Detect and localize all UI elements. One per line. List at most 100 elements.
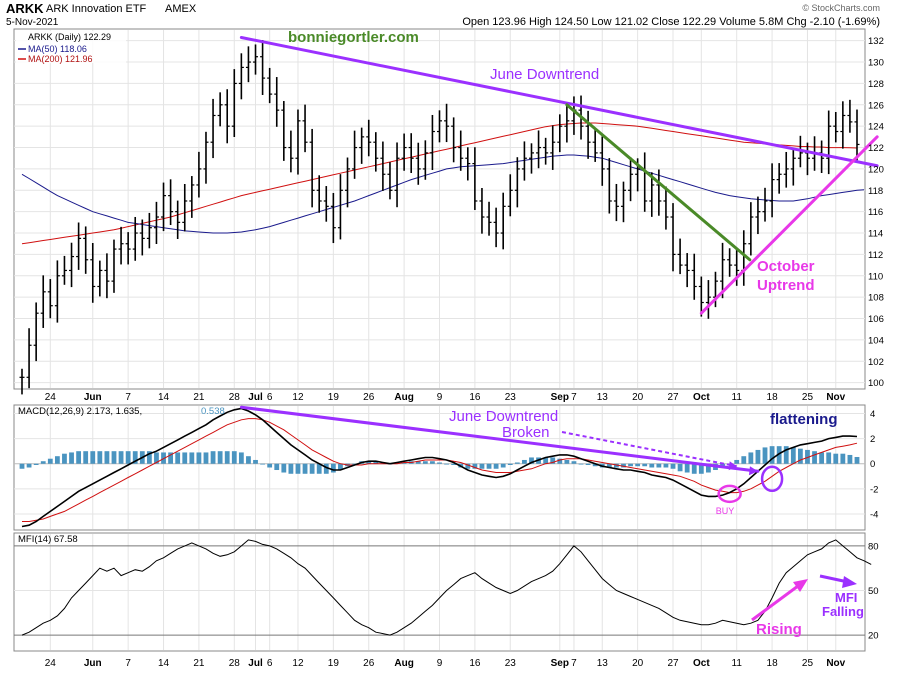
crossover-circle <box>760 465 784 493</box>
october-uptrend-line <box>699 135 879 315</box>
price-bar <box>54 260 60 323</box>
price-bar <box>493 207 499 248</box>
annotation-flattening: flattening <box>770 411 838 428</box>
x-tick-label-mfi: 28 <box>229 658 241 669</box>
price-bar <box>111 239 117 293</box>
x-tick-label-mfi: Jul <box>248 658 263 669</box>
annotation-buy: BUY <box>716 506 735 516</box>
rising-arrowhead <box>793 579 808 592</box>
price-bar <box>642 152 648 212</box>
macd-hist-bar <box>606 463 612 468</box>
macd-hist-bar <box>833 453 839 464</box>
price-bar <box>139 219 145 256</box>
y-tick-label-price: 104 <box>868 335 884 346</box>
y-tick-label-mfi: 80 <box>868 541 879 552</box>
price-bar <box>550 125 556 170</box>
x-tick-label-mfi: 24 <box>45 658 57 669</box>
june-downtrend-line <box>239 35 879 168</box>
macd-hist-bar <box>465 463 471 469</box>
x-tick-label-price: 21 <box>193 392 205 403</box>
macd-legend: MACD(12,26,9) 2.173, 1.635, 0.538 <box>18 406 225 417</box>
macd-hist-bar <box>677 463 683 472</box>
x-tick-label-mfi: 27 <box>667 658 679 669</box>
macd-hist-bar <box>819 452 825 464</box>
y-tick-label-mfi: 20 <box>868 631 879 642</box>
macd-hist-bar <box>734 459 740 464</box>
price-bar <box>90 242 96 303</box>
price-legend: ARKK (Daily) 122.29 MA(50) 118.06 MA(200… <box>16 31 126 64</box>
price-bar <box>175 200 181 240</box>
price-bar <box>620 181 626 223</box>
macd-hist-bar <box>691 463 697 474</box>
macd-hist-bar <box>161 452 166 464</box>
y-tick-label-price: 100 <box>868 378 884 389</box>
price-bar <box>352 130 358 179</box>
x-tick-label-price: 9 <box>437 392 443 403</box>
annotation-october: October <box>757 258 815 275</box>
macd-hist-bar <box>698 463 704 474</box>
grid-layer <box>14 30 865 650</box>
macd-hist-bar <box>217 451 223 464</box>
macd-hist-bar <box>295 463 301 474</box>
y-tick-label-price: 118 <box>868 186 883 197</box>
macd-signal-line <box>22 418 858 522</box>
price-bar <box>323 186 329 222</box>
annotation-website: bonniegortler.com <box>288 29 419 46</box>
y-tick-label-price: 110 <box>868 271 883 282</box>
macd-hist-bar <box>790 447 796 464</box>
price-bar <box>245 46 251 83</box>
macd-hist-bar <box>260 463 265 465</box>
price-bar <box>444 103 450 143</box>
macd-hist-bar <box>125 451 131 464</box>
macd-hist-bar <box>231 451 237 464</box>
price-bar <box>840 101 846 149</box>
macd-hist-bar <box>557 458 563 464</box>
price-bar <box>161 182 167 232</box>
price-bar <box>415 142 421 185</box>
price-bar <box>698 276 704 317</box>
price-bar <box>168 179 174 226</box>
mfi-legend: MFI(14) 67.58 <box>18 534 78 545</box>
price-bar <box>380 141 386 191</box>
x-tick-label-price: 28 <box>229 392 241 403</box>
macd-hist-bar <box>189 452 195 464</box>
chart-date: 5-Nov-2021 <box>6 17 59 28</box>
macd-hist-bar <box>522 459 527 464</box>
price-bar <box>394 142 400 208</box>
y-tick-label-price: 106 <box>868 314 884 325</box>
mfi-panel-frame <box>13 532 866 652</box>
price-bar <box>210 98 216 159</box>
x-tick-label-price: 7 <box>125 392 131 403</box>
macd-hist-bar <box>592 463 598 467</box>
price-bar <box>97 260 103 297</box>
price-bar <box>217 92 223 127</box>
ma200-line <box>21 122 858 245</box>
price-bar <box>40 275 46 328</box>
x-tick-label-price: 18 <box>767 392 779 403</box>
x-tick-label-mfi: 7 <box>571 658 577 669</box>
price-bar <box>203 131 209 184</box>
quote-line: Open 123.96 High 124.50 Low 121.02 Close… <box>462 16 880 28</box>
macd-hist-bar <box>430 461 435 464</box>
macd-hist-bar <box>69 452 74 464</box>
x-tick-label-price: Oct <box>693 392 710 403</box>
price-bar <box>146 212 152 249</box>
x-tick-label-mfi: 7 <box>125 658 131 669</box>
x-tick-label-price: Nov <box>826 392 845 403</box>
x-tick-label-mfi: 13 <box>597 658 609 669</box>
price-bar <box>479 188 485 234</box>
x-tick-label-price: 19 <box>328 392 340 403</box>
macd-hist-bar <box>352 463 357 465</box>
macd-hist-bar <box>90 451 96 464</box>
x-tick-label-price: 24 <box>45 392 57 403</box>
macd-hist-bar <box>330 463 336 473</box>
mfi-falling-arrowhead <box>842 576 857 588</box>
macd-hist-bar <box>826 452 832 464</box>
x-tick-label-mfi: 20 <box>632 658 644 669</box>
price-bar <box>748 202 754 256</box>
price-bar <box>769 163 775 218</box>
macd-hist-bar <box>47 458 53 464</box>
x-tick-label-price: 7 <box>571 392 577 403</box>
x-tick-label-price: 23 <box>505 392 517 403</box>
